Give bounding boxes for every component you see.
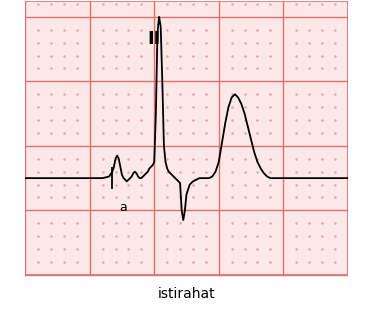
Text: istirahat: istirahat bbox=[158, 287, 215, 301]
Text: a: a bbox=[119, 201, 126, 214]
Text: II: II bbox=[148, 30, 161, 48]
Bar bbox=[25, 1, 348, 275]
